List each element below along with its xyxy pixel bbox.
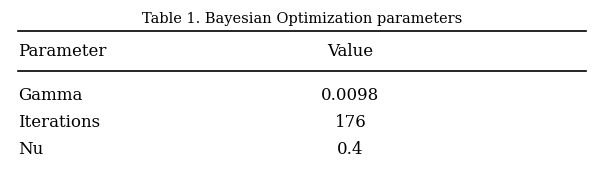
Text: 176: 176 [335,114,366,131]
Text: Table 1. Bayesian Optimization parameters: Table 1. Bayesian Optimization parameter… [142,12,462,26]
Text: Value: Value [327,42,373,60]
Text: Parameter: Parameter [18,42,106,60]
Text: Nu: Nu [18,141,43,158]
Text: Gamma: Gamma [18,87,83,104]
Text: Iterations: Iterations [18,114,100,131]
Text: 0.4: 0.4 [337,141,364,158]
Text: 0.0098: 0.0098 [321,87,379,104]
